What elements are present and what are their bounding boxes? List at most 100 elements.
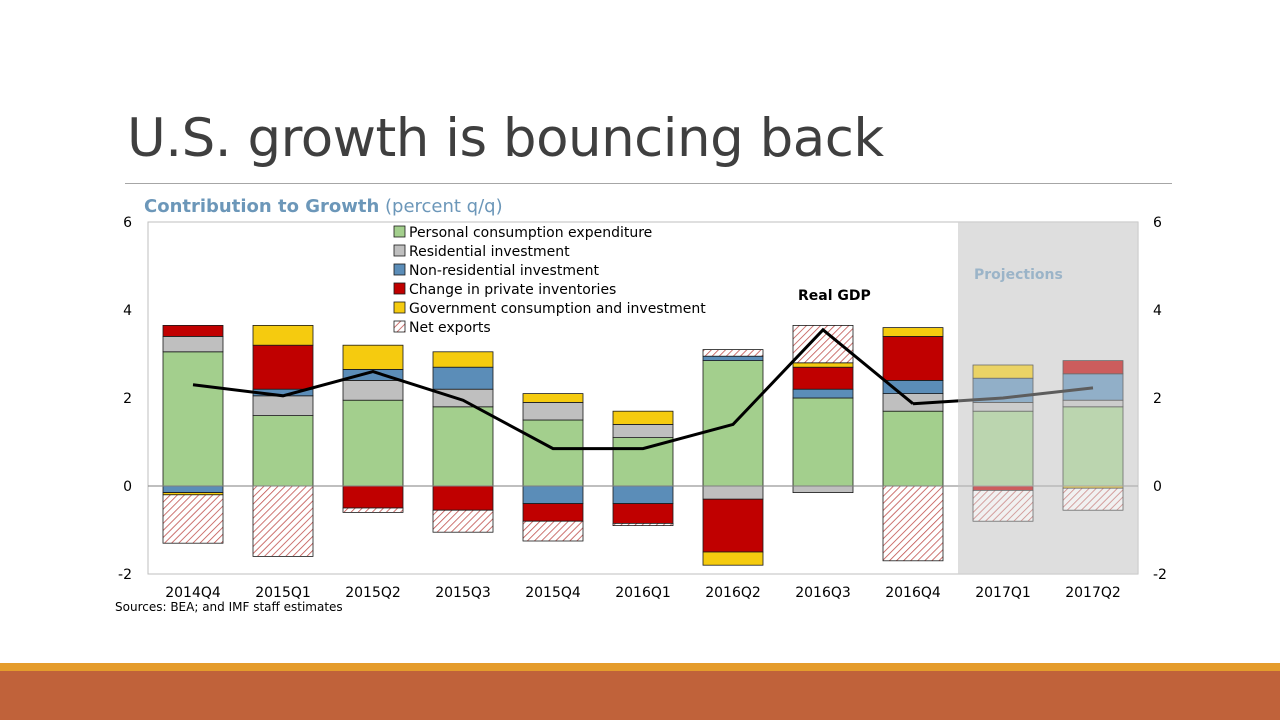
bar-segment — [882, 410, 944, 487]
bar-segment — [612, 485, 674, 505]
bar-segment — [522, 485, 584, 505]
y-tick-right: 0 — [1153, 479, 1162, 495]
bar-segment — [612, 437, 674, 487]
bar-segment — [162, 494, 224, 544]
x-tick-label: 2016Q3 — [795, 585, 851, 601]
legend-label: Net exports — [409, 320, 491, 336]
legend-label: Change in private inventories — [409, 282, 616, 298]
x-tick-label: 2017Q2 — [1065, 585, 1121, 601]
sources-note: Sources: BEA; and IMF staff estimates — [115, 600, 343, 614]
legend-swatch — [393, 244, 406, 257]
x-tick-label: 2016Q4 — [885, 585, 941, 601]
footer-accent-bar — [0, 663, 1280, 671]
bar-segment — [432, 388, 494, 408]
title-divider — [125, 183, 1172, 184]
bar-segment — [342, 485, 404, 509]
bar-segment — [792, 397, 854, 487]
bar-segment — [702, 551, 764, 566]
plot-frame — [147, 221, 1139, 575]
bar-segment — [612, 423, 674, 438]
real-gdp-label: Real GDP — [798, 288, 871, 304]
bar-segment — [882, 485, 944, 562]
x-tick-label: 2015Q1 — [255, 585, 311, 601]
y-tick-left: 4 — [123, 303, 132, 319]
projection-overlay — [958, 222, 1138, 574]
chart-heading: Contribution to Growth (percent q/q) — [144, 196, 503, 217]
bar-segment — [342, 399, 404, 487]
bar-segment — [342, 507, 404, 513]
legend-swatch — [393, 282, 406, 295]
y-tick-right: 6 — [1153, 215, 1162, 231]
bar-segment — [1062, 487, 1124, 511]
bar-segment — [252, 324, 314, 346]
bar-segment — [342, 379, 404, 401]
legend-label: Government consumption and investment — [409, 301, 706, 317]
y-tick-left: 2 — [123, 391, 132, 407]
bar-segment — [162, 351, 224, 487]
bar-segment — [342, 344, 404, 370]
bar-segment — [162, 324, 224, 337]
bar-segment — [1062, 360, 1124, 375]
bar-segment — [522, 520, 584, 542]
bar-segment — [162, 335, 224, 353]
bar-segment — [162, 485, 224, 493]
bar-segment — [612, 523, 674, 527]
bar-segment — [432, 351, 494, 368]
bar-segment — [1062, 373, 1124, 401]
bar-segment — [432, 406, 494, 487]
bar-segment — [522, 503, 584, 522]
x-tick-label: 2014Q4 — [165, 585, 221, 601]
x-tick-label: 2015Q3 — [435, 585, 491, 601]
legend-swatch — [393, 320, 406, 333]
bar-segment — [792, 366, 854, 390]
bar-segment — [522, 393, 584, 403]
bar-segment — [252, 485, 314, 557]
bar-segment — [1062, 406, 1124, 487]
chart-units: (percent q/q) — [385, 196, 503, 217]
bar-segment — [972, 410, 1034, 487]
bar-segment — [612, 503, 674, 524]
bar-segment — [972, 489, 1034, 522]
x-tick-label: 2016Q2 — [705, 585, 761, 601]
legend-label: Residential investment — [409, 244, 570, 260]
bar-segment — [252, 395, 314, 416]
bar-segment — [702, 485, 764, 500]
y-tick-left: -2 — [118, 567, 132, 583]
legend-label: Non-residential investment — [409, 263, 599, 279]
x-tick-label: 2017Q1 — [975, 585, 1031, 601]
bar-segment — [252, 415, 314, 487]
bar-segment — [702, 355, 764, 362]
bar-segment — [882, 327, 944, 337]
bar-segment — [972, 364, 1034, 379]
y-tick-right: -2 — [1153, 567, 1167, 583]
y-tick-left: 0 — [123, 479, 132, 495]
bar-segment — [702, 498, 764, 553]
bar-segment — [882, 335, 944, 381]
bar-segment — [792, 388, 854, 399]
legend-swatch — [393, 301, 406, 314]
y-tick-right: 4 — [1153, 303, 1162, 319]
bar-segment — [432, 485, 494, 511]
x-tick-label: 2016Q1 — [615, 585, 671, 601]
legend-swatch — [393, 225, 406, 238]
x-tick-label: 2015Q2 — [345, 585, 401, 601]
bar-segment — [702, 349, 764, 357]
projections-label: Projections — [974, 267, 1063, 283]
bar-segment — [612, 410, 674, 425]
bar-segment — [432, 366, 494, 390]
x-tick-label: 2015Q4 — [525, 585, 581, 601]
legend-label: Personal consumption expenditure — [409, 225, 652, 241]
y-tick-left: 6 — [123, 215, 132, 231]
bar-segment — [792, 485, 854, 493]
bar-segment — [522, 419, 584, 487]
y-tick-right: 2 — [1153, 391, 1162, 407]
slide-title: U.S. growth is bouncing back — [127, 108, 884, 169]
bar-segment — [252, 344, 314, 390]
chart-title: Contribution to Growth — [144, 196, 380, 217]
legend-swatch — [393, 263, 406, 276]
bar-segment — [522, 401, 584, 421]
footer-bar — [0, 671, 1280, 720]
bar-segment — [792, 362, 854, 368]
bar-segment — [432, 509, 494, 533]
